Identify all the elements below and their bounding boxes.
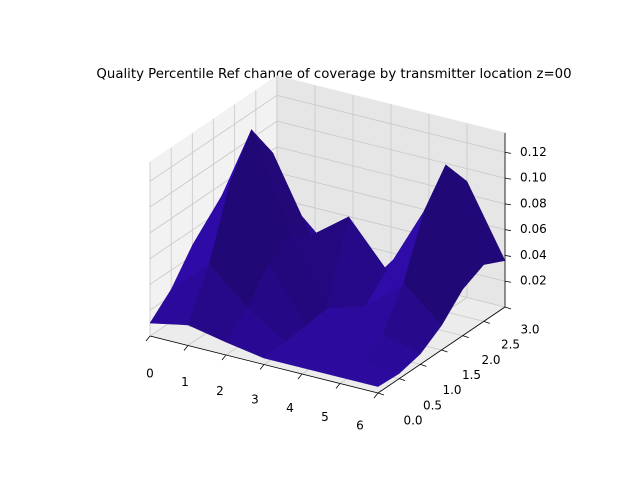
tick-mark [373, 392, 379, 399]
tick-mark [504, 151, 512, 154]
tick-mark [377, 392, 385, 396]
x-tick-label: 5 [321, 410, 329, 424]
z-tick-label: 0.06 [520, 222, 547, 236]
y-tick-label: 2.0 [481, 353, 500, 367]
tick-mark [504, 255, 512, 257]
y-tick-label: 1.5 [462, 368, 481, 382]
surface-patch [339, 361, 400, 387]
grid-line [276, 120, 506, 179]
x-tick-label: 1 [181, 375, 189, 389]
chart-title: Quality Percentile Ref change of coverag… [96, 67, 571, 82]
z-tick-label: 0.10 [520, 171, 547, 185]
x-axis [149, 335, 379, 394]
grid-line [276, 94, 506, 153]
tick-mark [420, 363, 427, 367]
tick-mark [441, 349, 448, 353]
tick-mark [504, 229, 512, 232]
tick-mark [259, 364, 265, 370]
y-tick-label: 1.0 [442, 383, 461, 397]
tick-mark [335, 383, 341, 389]
tick-mark [221, 354, 227, 361]
tick-mark [504, 203, 512, 206]
x-tick-label: 2 [216, 384, 224, 398]
y-tick-label: 3.0 [520, 323, 539, 337]
tick-mark [504, 177, 512, 180]
tick-mark [504, 280, 512, 283]
z-tick-label: 0.12 [520, 145, 547, 159]
x-tick-label: 4 [286, 401, 294, 415]
y-axis [377, 306, 506, 394]
y-tick-label: 0.5 [423, 398, 442, 412]
tick-mark [504, 306, 512, 310]
x-tick-label: 6 [356, 419, 364, 433]
grid-line [149, 95, 278, 182]
tick-mark [399, 378, 406, 382]
x-tick-label: 0 [146, 367, 154, 381]
y-tick-label: 2.5 [501, 338, 520, 352]
tick-mark [297, 373, 303, 380]
z-tick-label: 0.02 [520, 274, 547, 288]
y-tick-label: 0.0 [403, 414, 422, 428]
z-tick-label: 0.08 [520, 196, 547, 210]
tick-mark [145, 335, 151, 342]
x-tick-label: 3 [251, 393, 259, 407]
tick-mark [183, 345, 189, 351]
tick-mark [483, 320, 490, 324]
z-tick-label: 0.04 [520, 248, 547, 262]
tick-mark [462, 335, 469, 339]
